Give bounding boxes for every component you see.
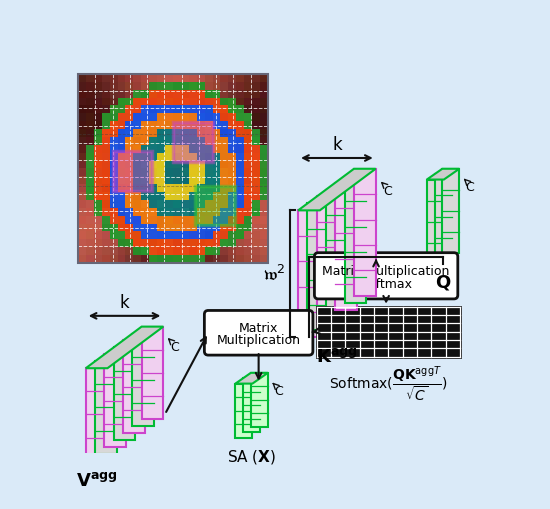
Text: Softmax: Softmax (360, 277, 412, 291)
Bar (113, 152, 152, 191)
Polygon shape (114, 348, 135, 440)
Polygon shape (336, 183, 357, 310)
Text: SA $(\mathbf{X})$: SA $(\mathbf{X})$ (227, 447, 276, 465)
Text: Matrix Multiplication: Matrix Multiplication (322, 264, 450, 277)
Text: Multiplication: Multiplication (217, 333, 301, 347)
Polygon shape (141, 327, 163, 419)
FancyBboxPatch shape (65, 58, 498, 456)
Polygon shape (298, 169, 376, 211)
Polygon shape (86, 369, 107, 461)
FancyBboxPatch shape (205, 311, 313, 355)
Polygon shape (442, 169, 459, 254)
Polygon shape (95, 361, 117, 454)
Polygon shape (427, 180, 444, 265)
Polygon shape (104, 355, 126, 447)
Polygon shape (427, 169, 459, 180)
Polygon shape (123, 341, 145, 433)
Bar (317, 307, 460, 357)
Polygon shape (326, 190, 348, 317)
Polygon shape (317, 197, 338, 324)
Text: $\mathbf{K}^\mathbf{agg}$: $\mathbf{K}^\mathbf{agg}$ (316, 347, 358, 365)
Polygon shape (434, 175, 452, 260)
Text: C: C (274, 385, 283, 398)
Text: $\mathrm{Softmax}(\dfrac{\mathbf{QK}^{\mathrm{agg}T}}{\sqrt{C}})$: $\mathrm{Softmax}(\dfrac{\mathbf{QK}^{\m… (329, 363, 448, 403)
Polygon shape (235, 373, 268, 384)
Polygon shape (298, 211, 320, 338)
Polygon shape (133, 334, 154, 426)
Text: C: C (383, 185, 392, 198)
Bar (195, 186, 235, 225)
Text: $\mathbf{V}^\mathbf{agg}$: $\mathbf{V}^\mathbf{agg}$ (76, 471, 118, 490)
Polygon shape (307, 204, 329, 331)
Polygon shape (345, 176, 366, 303)
Text: C: C (465, 181, 474, 194)
Text: Matrix: Matrix (239, 321, 278, 334)
Text: $\mathbf{Q}$: $\mathbf{Q}$ (435, 272, 451, 291)
Text: k: k (120, 294, 129, 312)
Bar (173, 123, 213, 162)
Bar (78, 75, 268, 263)
Polygon shape (251, 373, 268, 427)
Polygon shape (243, 379, 260, 432)
Polygon shape (86, 327, 163, 369)
Text: k: k (332, 136, 342, 154)
Text: $\mathfrak{w}^2$: $\mathfrak{w}^2$ (263, 264, 286, 285)
FancyBboxPatch shape (315, 253, 458, 299)
Text: C: C (170, 341, 179, 354)
Polygon shape (235, 384, 252, 438)
Polygon shape (354, 169, 376, 296)
